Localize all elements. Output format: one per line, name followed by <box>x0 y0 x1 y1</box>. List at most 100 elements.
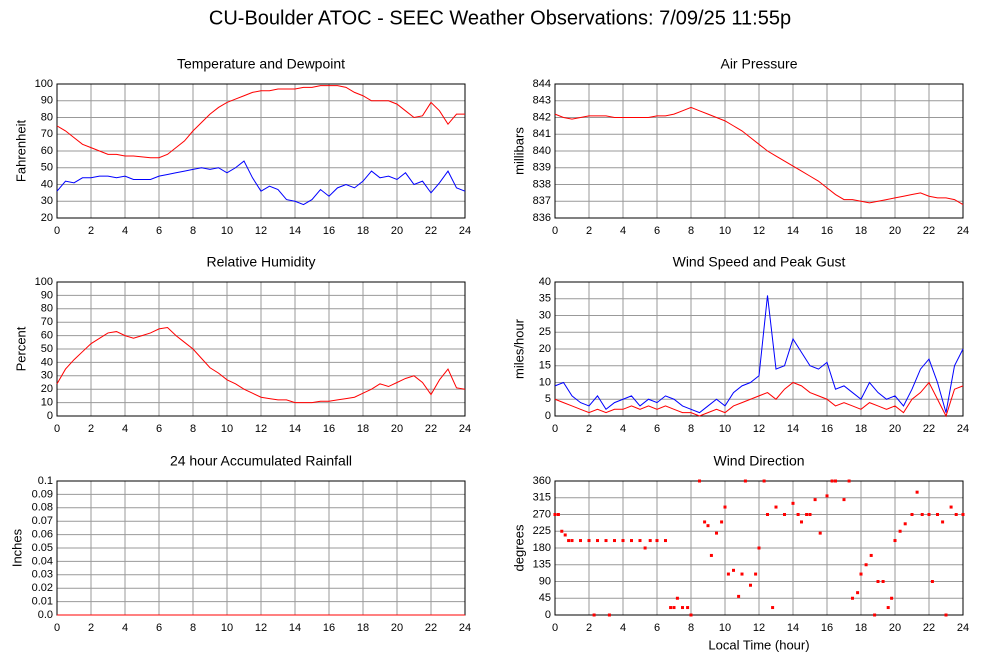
y-tick-label: 30 <box>539 309 551 321</box>
x-tick-label: 18 <box>855 423 867 435</box>
x-tick-label: 12 <box>255 225 267 237</box>
data-point <box>757 546 761 550</box>
x-tick-label: 12 <box>753 423 765 435</box>
x-tick-label: 4 <box>122 622 128 634</box>
y-tick-label: 10 <box>539 376 551 388</box>
x-tick-label: 24 <box>459 225 471 237</box>
data-point <box>596 539 599 543</box>
y-tick-label: 10 <box>41 397 53 409</box>
y-tick-label: 360 <box>533 475 551 487</box>
y-tick-label: 20 <box>41 383 53 395</box>
data-point <box>873 613 877 617</box>
y-axis-label: degrees <box>511 524 526 571</box>
x-tick-label: 8 <box>190 423 196 435</box>
data-point <box>621 539 625 543</box>
data-point <box>655 539 659 543</box>
data-point <box>825 494 829 498</box>
data-point <box>567 539 571 543</box>
x-tick-label: 24 <box>459 622 471 634</box>
y-tick-label: 0 <box>545 609 551 621</box>
x-tick-label: 24 <box>459 423 471 435</box>
y-tick-label: 225 <box>533 525 551 537</box>
x-tick-label: 20 <box>391 423 403 435</box>
x-tick-label: 10 <box>719 622 731 634</box>
y-tick-label: 0 <box>47 410 53 422</box>
data-point <box>553 513 557 516</box>
chart-panel: Wind Direction degrees Local Time (hour) 0 4… <box>511 453 969 653</box>
y-tick-label: 0.06 <box>32 529 53 541</box>
x-tick-label: 0 <box>54 622 60 634</box>
x-tick-label: 18 <box>357 225 369 237</box>
y-axis-label: Percent <box>13 326 28 371</box>
data-line <box>56 327 466 404</box>
y-tick-label: 40 <box>41 178 53 190</box>
x-tick-label: 16 <box>821 225 833 237</box>
data-point <box>560 529 564 533</box>
data-line <box>554 106 964 206</box>
chart-title: 24 hour Accumulated Rainfall <box>170 453 352 469</box>
data-point <box>723 505 727 509</box>
data-point <box>703 520 707 524</box>
chart-title: Air Pressure <box>720 56 797 72</box>
y-tick-label: 0.0 <box>38 609 53 621</box>
data-point <box>689 613 693 617</box>
data-point <box>954 513 958 516</box>
y-tick-label: 90 <box>539 575 551 587</box>
x-tick-label: 2 <box>586 622 592 634</box>
x-tick-label: 18 <box>855 622 867 634</box>
data-point <box>800 520 803 524</box>
x-tick-label: 14 <box>787 225 799 237</box>
y-tick-label: 60 <box>41 330 53 342</box>
data-point <box>675 596 679 600</box>
x-tick-label: 10 <box>221 622 233 634</box>
x-tick-label: 12 <box>255 423 267 435</box>
data-point <box>859 572 863 576</box>
x-tick-label: 12 <box>753 622 765 634</box>
data-point <box>604 539 608 543</box>
x-tick-label: 2 <box>88 225 94 237</box>
data-point <box>732 568 735 572</box>
data-point <box>876 580 880 583</box>
data-point <box>726 572 730 576</box>
data-point <box>556 513 560 516</box>
y-tick-label: 15 <box>539 360 551 372</box>
data-point <box>881 580 885 583</box>
x-tick-label: 4 <box>620 622 626 634</box>
data-point <box>681 606 684 610</box>
y-axis-label: Fahrenheit <box>13 120 28 183</box>
data-point <box>766 513 769 516</box>
x-tick-label: 2 <box>88 622 94 634</box>
y-tick-label: 40 <box>539 276 551 288</box>
x-tick-label: 2 <box>586 423 592 435</box>
data-point <box>791 501 795 505</box>
data-point <box>648 539 652 543</box>
y-tick-label: 30 <box>41 370 53 382</box>
data-point <box>898 529 902 533</box>
x-tick-label: 4 <box>620 225 626 237</box>
data-line <box>554 381 964 418</box>
data-point <box>890 596 894 600</box>
y-tick-label: 100 <box>35 78 53 90</box>
x-axis-label: Local Time (hour) <box>708 637 809 652</box>
y-tick-label: 70 <box>41 128 53 140</box>
y-tick-label: 90 <box>41 95 53 107</box>
x-tick-label: 10 <box>719 423 731 435</box>
y-tick-label: 20 <box>41 212 53 224</box>
y-tick-label: 836 <box>533 212 551 224</box>
x-tick-label: 6 <box>654 423 660 435</box>
data-point <box>886 606 890 610</box>
y-tick-label: 0.08 <box>32 502 53 514</box>
data-point <box>720 520 724 524</box>
data-point <box>910 513 914 516</box>
data-point <box>638 539 642 543</box>
x-tick-label: 8 <box>190 622 196 634</box>
y-tick-label: 0.05 <box>32 542 53 554</box>
data-point <box>613 539 616 543</box>
y-tick-label: 35 <box>539 293 551 305</box>
x-tick-label: 16 <box>323 622 335 634</box>
data-point <box>587 539 591 543</box>
x-tick-label: 0 <box>552 423 558 435</box>
x-tick-label: 24 <box>957 622 969 634</box>
data-point <box>754 572 758 576</box>
